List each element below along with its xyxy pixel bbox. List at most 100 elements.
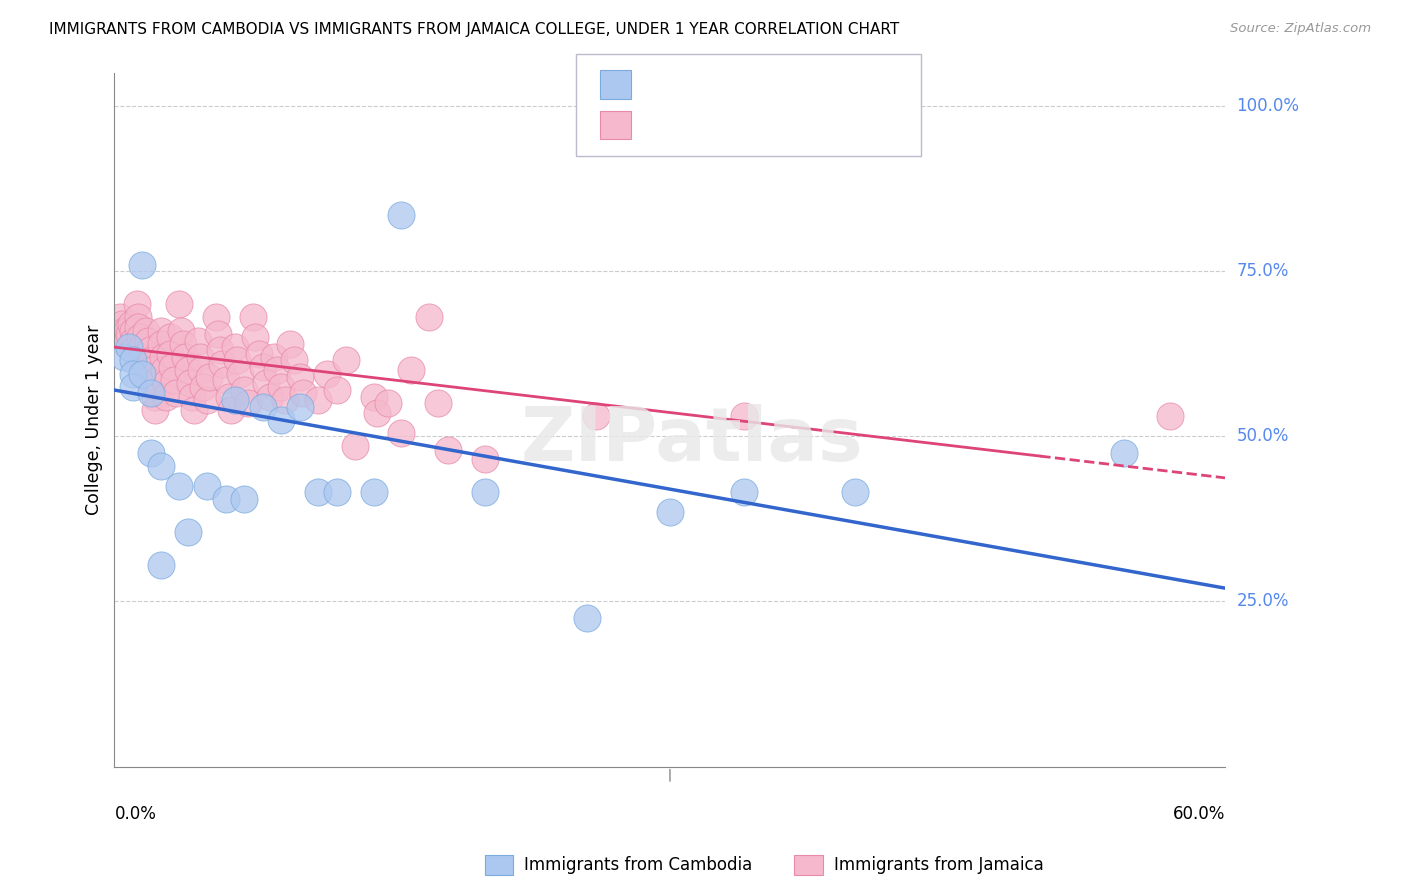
Point [1112, 446, 1135, 460]
Text: 75.0%: 75.0% [1237, 262, 1289, 280]
Point [195, 479, 218, 493]
Point [436, 442, 458, 457]
Point [205, 310, 228, 325]
Point [288, 369, 311, 384]
Point [117, 324, 139, 338]
Y-axis label: College, Under 1 year: College, Under 1 year [86, 325, 103, 515]
Point [160, 359, 183, 374]
Point [153, 363, 176, 377]
Point [325, 383, 347, 397]
Point [366, 406, 388, 420]
Point [292, 386, 315, 401]
Point [307, 392, 329, 407]
Point [131, 367, 153, 381]
Point [167, 297, 190, 311]
Text: ZIPatlas: ZIPatlas [520, 404, 863, 477]
Point [155, 376, 177, 391]
Text: R =: R = [645, 116, 682, 134]
Point [136, 334, 159, 348]
Point [159, 330, 181, 344]
Point [183, 403, 205, 417]
Point [325, 485, 347, 500]
Point [117, 334, 139, 348]
Point [254, 376, 277, 391]
Point [187, 334, 209, 348]
Point [131, 350, 153, 364]
Point [167, 479, 190, 493]
Point [233, 491, 256, 506]
Point [114, 330, 136, 344]
Point [127, 320, 149, 334]
Point [149, 558, 172, 573]
Point [733, 485, 755, 500]
Point [229, 367, 252, 381]
Text: 30: 30 [793, 76, 815, 94]
Point [233, 383, 256, 397]
Point [259, 390, 281, 404]
Point [242, 310, 264, 325]
Point [363, 485, 385, 500]
Point [243, 330, 266, 344]
Point [143, 403, 166, 417]
Point [391, 208, 413, 222]
Point [118, 326, 141, 341]
Point [112, 350, 135, 364]
Point [391, 425, 413, 440]
Text: Immigrants from Jamaica: Immigrants from Jamaica [834, 856, 1043, 874]
Point [585, 409, 607, 424]
Point [127, 310, 149, 325]
Point [733, 409, 755, 424]
Point [111, 317, 134, 331]
Text: -0.360: -0.360 [678, 116, 737, 134]
Point [131, 340, 153, 354]
Point [177, 525, 200, 540]
Point [149, 336, 172, 351]
Point [125, 297, 148, 311]
Point [225, 353, 247, 368]
Point [149, 458, 172, 473]
Point [288, 400, 311, 414]
Point [270, 413, 292, 427]
Point [252, 400, 274, 414]
Point [198, 369, 221, 384]
Point [219, 403, 242, 417]
Point [141, 446, 163, 460]
Point [344, 439, 367, 453]
Point [399, 363, 422, 377]
Text: Immigrants from Cambodia: Immigrants from Cambodia [524, 856, 752, 874]
Point [135, 324, 157, 338]
Point [316, 367, 339, 381]
Point [122, 353, 145, 368]
Point [122, 380, 145, 394]
Text: Source: ZipAtlas.com: Source: ZipAtlas.com [1230, 22, 1371, 36]
Point [418, 310, 440, 325]
Point [129, 330, 152, 344]
Point [135, 369, 157, 384]
Point [224, 392, 246, 407]
Point [165, 386, 187, 401]
Point [247, 347, 270, 361]
Point [142, 376, 165, 391]
Point [270, 380, 292, 394]
Point [149, 324, 172, 338]
Point [132, 359, 155, 374]
Point [122, 324, 145, 338]
Point [283, 353, 305, 368]
Point [120, 317, 142, 331]
Point [122, 367, 145, 381]
Point [155, 390, 177, 404]
Text: 100.0%: 100.0% [1237, 97, 1299, 115]
Point [427, 396, 450, 410]
Text: 25.0%: 25.0% [1237, 592, 1289, 610]
Point [214, 491, 236, 506]
Point [218, 390, 240, 404]
Point [195, 392, 218, 407]
Point [1159, 409, 1181, 424]
Text: N =: N = [758, 116, 806, 134]
Text: IMMIGRANTS FROM CAMBODIA VS IMMIGRANTS FROM JAMAICA COLLEGE, UNDER 1 YEAR CORREL: IMMIGRANTS FROM CAMBODIA VS IMMIGRANTS F… [49, 22, 900, 37]
Point [224, 340, 246, 354]
Text: 0.0%: 0.0% [114, 805, 156, 823]
Text: R =: R = [645, 76, 682, 94]
Point [141, 363, 163, 377]
Point [173, 350, 195, 364]
